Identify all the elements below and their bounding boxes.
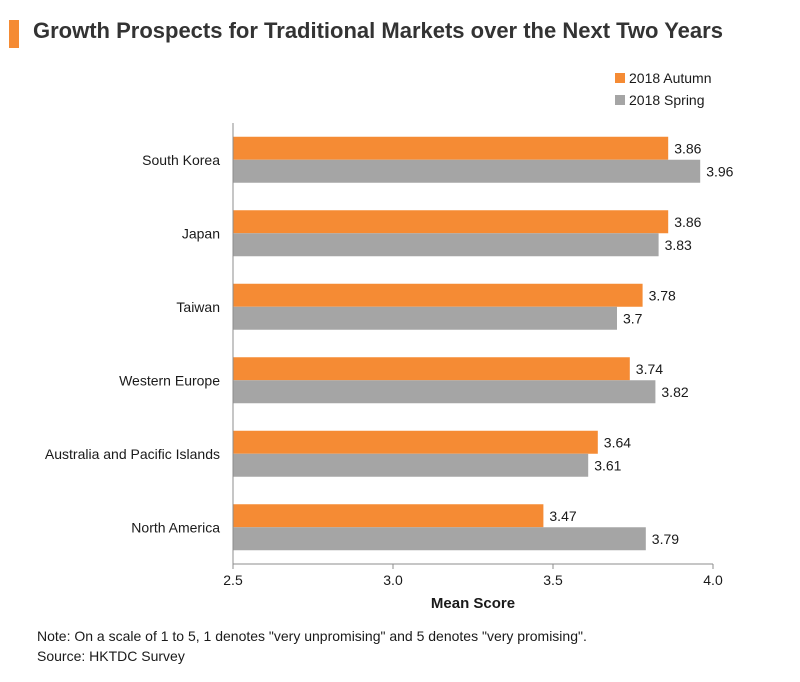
data-label: 3.64	[604, 434, 631, 450]
chart-footnote: Note: On a scale of 1 to 5, 1 denotes "v…	[37, 626, 587, 666]
category-label: Western Europe	[119, 372, 220, 388]
bar-autumn	[233, 430, 598, 454]
data-label: 3.74	[636, 361, 663, 377]
data-label: 3.96	[706, 163, 733, 179]
bar-spring	[233, 159, 701, 183]
data-label: 3.61	[594, 457, 621, 473]
legend-swatch	[615, 73, 625, 83]
chart-title: Growth Prospects for Traditional Markets…	[33, 18, 723, 43]
bar-chart: 3.86 3.96 South Korea 3.86 3.83 Japan 3.78 3.7 T…	[45, 70, 734, 612]
bar-autumn	[233, 283, 643, 307]
category-label: South Korea	[142, 152, 220, 168]
legend-swatch	[615, 95, 625, 105]
category-label: Japan	[182, 225, 220, 241]
data-label: 3.47	[549, 508, 576, 524]
note-text: Note: On a scale of 1 to 5, 1 denotes "v…	[37, 628, 587, 644]
data-label: 3.82	[661, 384, 688, 400]
legend-label: 2018 Autumn	[629, 70, 712, 86]
data-label: 3.78	[649, 287, 676, 303]
bar-autumn	[233, 357, 630, 381]
x-tick-label: 3.0	[383, 572, 403, 588]
data-label: 3.86	[674, 214, 701, 230]
legend-label: 2018 Spring	[629, 92, 705, 108]
bar-spring	[233, 380, 656, 404]
x-tick-label: 3.5	[543, 572, 563, 588]
x-axis-title: Mean Score	[431, 595, 515, 612]
category-label: North America	[131, 519, 220, 535]
bar-spring	[233, 233, 659, 257]
category-label: Taiwan	[176, 299, 220, 315]
category-label: Australia and Pacific Islands	[45, 446, 220, 462]
bar-spring	[233, 527, 646, 551]
bar-autumn	[233, 210, 669, 234]
data-label: 3.79	[652, 531, 679, 547]
data-label: 3.83	[665, 237, 692, 253]
title-accent-bar	[9, 20, 19, 48]
x-tick-label: 4.0	[703, 572, 723, 588]
bar-autumn	[233, 136, 669, 160]
bar-autumn	[233, 504, 544, 528]
data-label: 3.86	[674, 140, 701, 156]
data-label: 3.7	[623, 310, 643, 326]
bar-spring	[233, 453, 589, 477]
source-text: Source: HKTDC Survey	[37, 648, 185, 664]
bar-spring	[233, 306, 617, 330]
x-tick-label: 2.5	[223, 572, 243, 588]
